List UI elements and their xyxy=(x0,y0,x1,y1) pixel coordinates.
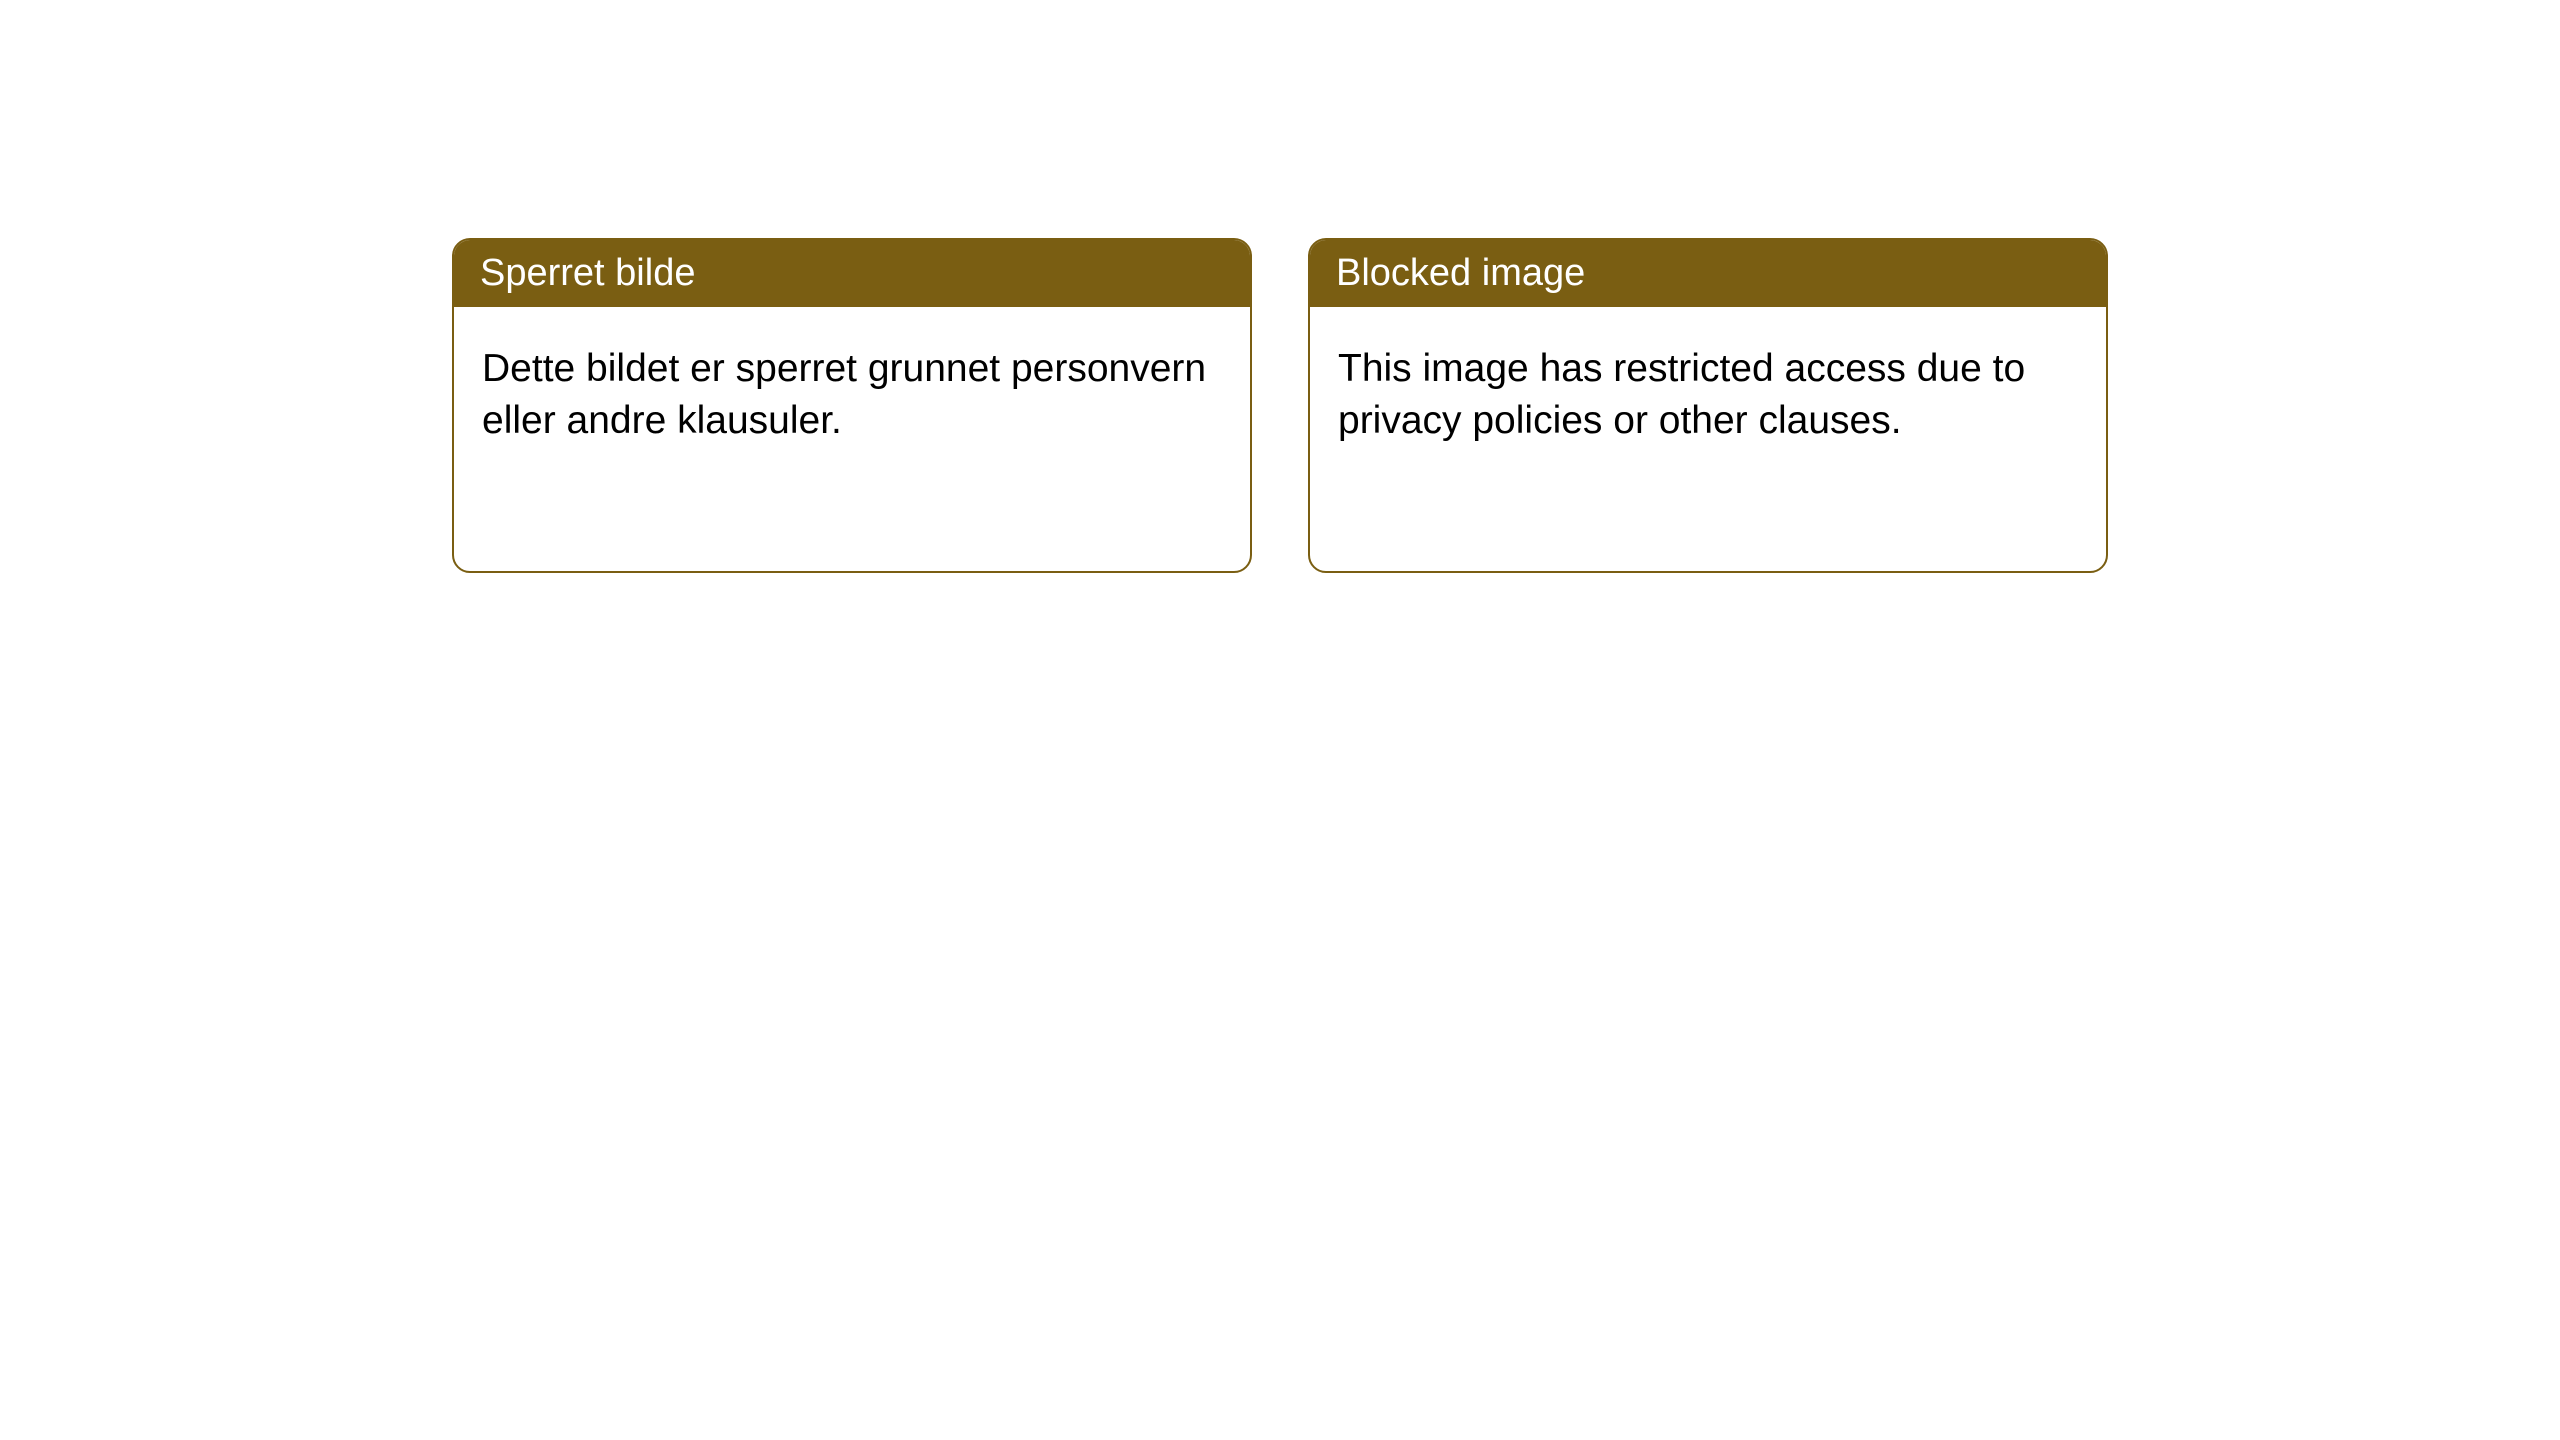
card-message-norwegian: Dette bildet er sperret grunnet personve… xyxy=(482,347,1206,442)
notice-card-norwegian: Sperret bilde Dette bildet er sperret gr… xyxy=(452,238,1252,573)
notice-cards-container: Sperret bilde Dette bildet er sperret gr… xyxy=(452,238,2108,573)
card-title-english: Blocked image xyxy=(1336,252,1585,294)
card-title-norwegian: Sperret bilde xyxy=(480,252,695,294)
card-body-norwegian: Dette bildet er sperret grunnet personve… xyxy=(454,307,1250,483)
card-header-english: Blocked image xyxy=(1310,240,2106,307)
card-message-english: This image has restricted access due to … xyxy=(1338,347,2025,442)
card-body-english: This image has restricted access due to … xyxy=(1310,307,2106,483)
card-header-norwegian: Sperret bilde xyxy=(454,240,1250,307)
notice-card-english: Blocked image This image has restricted … xyxy=(1308,238,2108,573)
